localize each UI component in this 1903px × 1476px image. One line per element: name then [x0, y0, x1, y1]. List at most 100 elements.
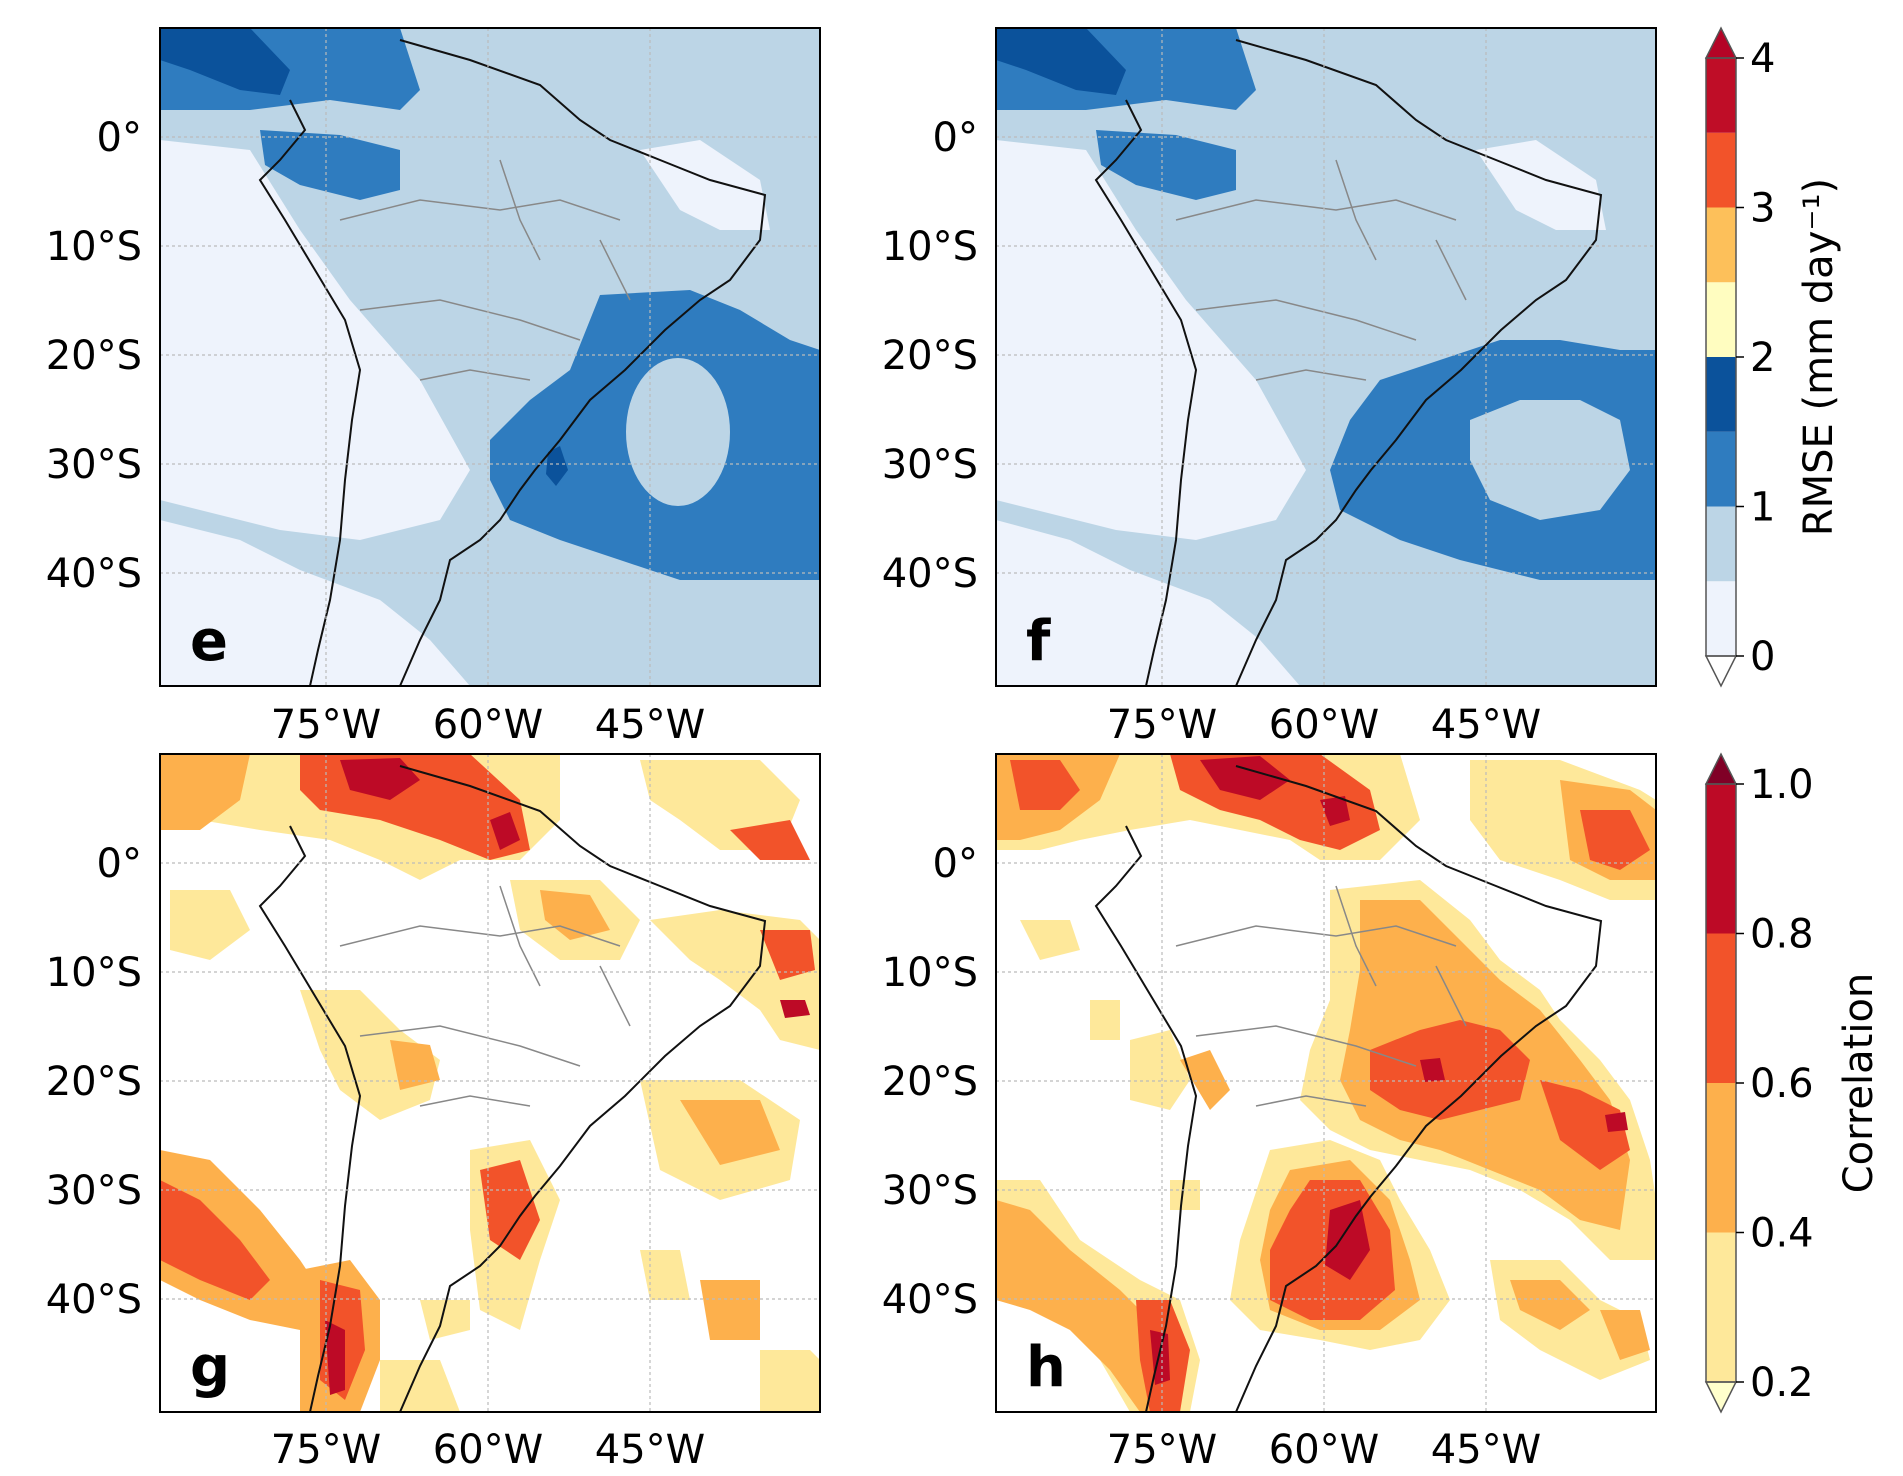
x-tick-label: 75°W	[271, 702, 381, 748]
colorbar-tick-label: 3	[1750, 186, 1775, 232]
x-tick-label: 75°W	[1107, 702, 1217, 748]
correlation-band-low	[420, 1300, 470, 1340]
correlation-band-mid	[1510, 1280, 1590, 1330]
colorbar-extend-high	[1704, 26, 1738, 59]
y-tick-label: 0°	[97, 841, 142, 887]
panel-f: f 0° 10°S 20°S 30°S 40°S 75°W 60°W 45°W	[882, 27, 1657, 748]
panel-label-g: g	[190, 1335, 230, 1400]
y-tick-label: 40°S	[46, 1277, 142, 1323]
colorbar-segment	[1706, 282, 1736, 357]
rmse-field-low-northeast	[1476, 140, 1606, 230]
colorbar-segment	[1706, 581, 1736, 656]
colorbar-segment	[1706, 1232, 1736, 1382]
map-border-lines	[339, 159, 631, 381]
colorbar-segment	[1706, 132, 1736, 208]
correlation-band-mid	[160, 754, 250, 830]
rmse-field-high	[996, 28, 1126, 95]
y-tick-label: 40°S	[882, 1277, 978, 1323]
x-tick-label: 60°W	[433, 702, 543, 748]
colorbar-extend-low	[1704, 655, 1738, 688]
colorbar-tick-label: 1	[1750, 485, 1775, 531]
map-land-outline	[1094, 39, 1603, 686]
x-tick-label: 45°W	[1431, 702, 1541, 748]
colorbar-segment	[1706, 506, 1736, 582]
y-tick-label: 10°S	[882, 224, 978, 270]
axes-frame-g	[159, 753, 821, 1413]
rmse-field-mid-andes	[260, 130, 400, 200]
colorbar-tick-label: 0.6	[1750, 1061, 1814, 1107]
correlation-band-top	[1325, 1200, 1370, 1280]
colorbar-segment	[1706, 933, 1736, 1083]
rmse-field-mid-andes	[1096, 130, 1236, 200]
axes-frame-h	[995, 753, 1657, 1413]
colorbar-tick-label: 2	[1750, 335, 1775, 381]
colorbar-tick-label: 4	[1750, 36, 1775, 82]
correlation-band-top-2	[1320, 796, 1350, 826]
x-tick-label: 60°W	[1269, 702, 1379, 748]
x-tick-label: 75°W	[271, 1427, 381, 1473]
correlation-band-low	[760, 1350, 820, 1412]
correlation-band-top	[1605, 1112, 1628, 1132]
y-tick-label: 10°S	[46, 224, 142, 270]
colorbar-extend-low	[1704, 1381, 1738, 1414]
correlation-band-top-2	[490, 812, 520, 850]
map-land-outline	[258, 39, 767, 686]
panel-e: e 0° 10°S 20°S 30°S 40°S 75°W 60°W 45°W	[46, 27, 821, 748]
colorbar-segment	[1706, 431, 1736, 507]
y-tick-label: 0°	[933, 115, 978, 161]
x-tick-label: 45°W	[1431, 1427, 1541, 1473]
y-tick-label: 40°S	[46, 551, 142, 597]
rmse-field-low-hole	[626, 358, 730, 506]
correlation-band-low	[1170, 1180, 1200, 1210]
x-tick-label: 45°W	[595, 702, 705, 748]
correlation-band-top	[780, 1000, 810, 1018]
colorbar-tick-label: 0.4	[1750, 1211, 1814, 1257]
correlation-band-high	[730, 820, 810, 860]
correlation-band-high	[1580, 810, 1650, 870]
correlation-band-high	[160, 1180, 270, 1300]
correlation-band-mid	[1600, 1310, 1650, 1360]
panel-g: g 0° 10°S 20°S 30°S 40°S 75°W 60°W 45°W	[46, 753, 821, 1473]
panel-label-e: e	[190, 609, 228, 674]
map-border-lines	[339, 885, 631, 1107]
rmse-field-low-northeast	[640, 140, 770, 230]
correlation-band-top	[325, 1320, 345, 1395]
y-tick-label: 10°S	[46, 950, 142, 996]
rmse-field-high	[160, 28, 290, 95]
y-tick-label: 10°S	[882, 950, 978, 996]
colorbar-tick-label: 0	[1750, 634, 1775, 680]
colorbar-segment	[1706, 1083, 1736, 1233]
correlation-band-low	[1130, 1030, 1190, 1110]
correlation-band-mid	[700, 1280, 760, 1340]
map-border-lines	[1175, 885, 1467, 1107]
y-tick-label: 20°S	[882, 333, 978, 379]
gridlines-f	[996, 28, 1656, 686]
correlation-band-low	[380, 1360, 460, 1412]
correlation-band-low	[1020, 920, 1080, 960]
colorbar-segment	[1706, 784, 1736, 934]
correlation-band-mid	[540, 890, 610, 940]
correlation-band-top	[340, 758, 420, 800]
correlation-band-high	[1010, 760, 1080, 810]
gridlines-g	[160, 754, 820, 1412]
correlation-band-low	[1090, 1000, 1120, 1040]
correlation-band-mid	[1180, 1050, 1230, 1110]
y-tick-label: 40°S	[882, 551, 978, 597]
axes-frame-e	[159, 27, 821, 687]
x-tick-label: 45°W	[595, 1427, 705, 1473]
map-land-outline	[258, 765, 767, 1412]
map-land-outline	[1094, 765, 1603, 1412]
correlation-band-low	[640, 1250, 690, 1300]
colorbar-segment	[1706, 357, 1736, 432]
x-tick-label: 60°W	[433, 1427, 543, 1473]
colorbar-tick-label: 1.0	[1750, 762, 1814, 808]
panel-label-h: h	[1026, 1335, 1066, 1400]
correlation-band-high	[480, 1160, 540, 1260]
correlation-band-top	[1200, 756, 1290, 800]
colorbar-extend-high	[1704, 752, 1738, 785]
y-tick-label: 20°S	[882, 1059, 978, 1105]
y-tick-label: 30°S	[882, 1168, 978, 1214]
map-border-lines	[1175, 159, 1467, 381]
gridlines-e	[160, 28, 820, 686]
